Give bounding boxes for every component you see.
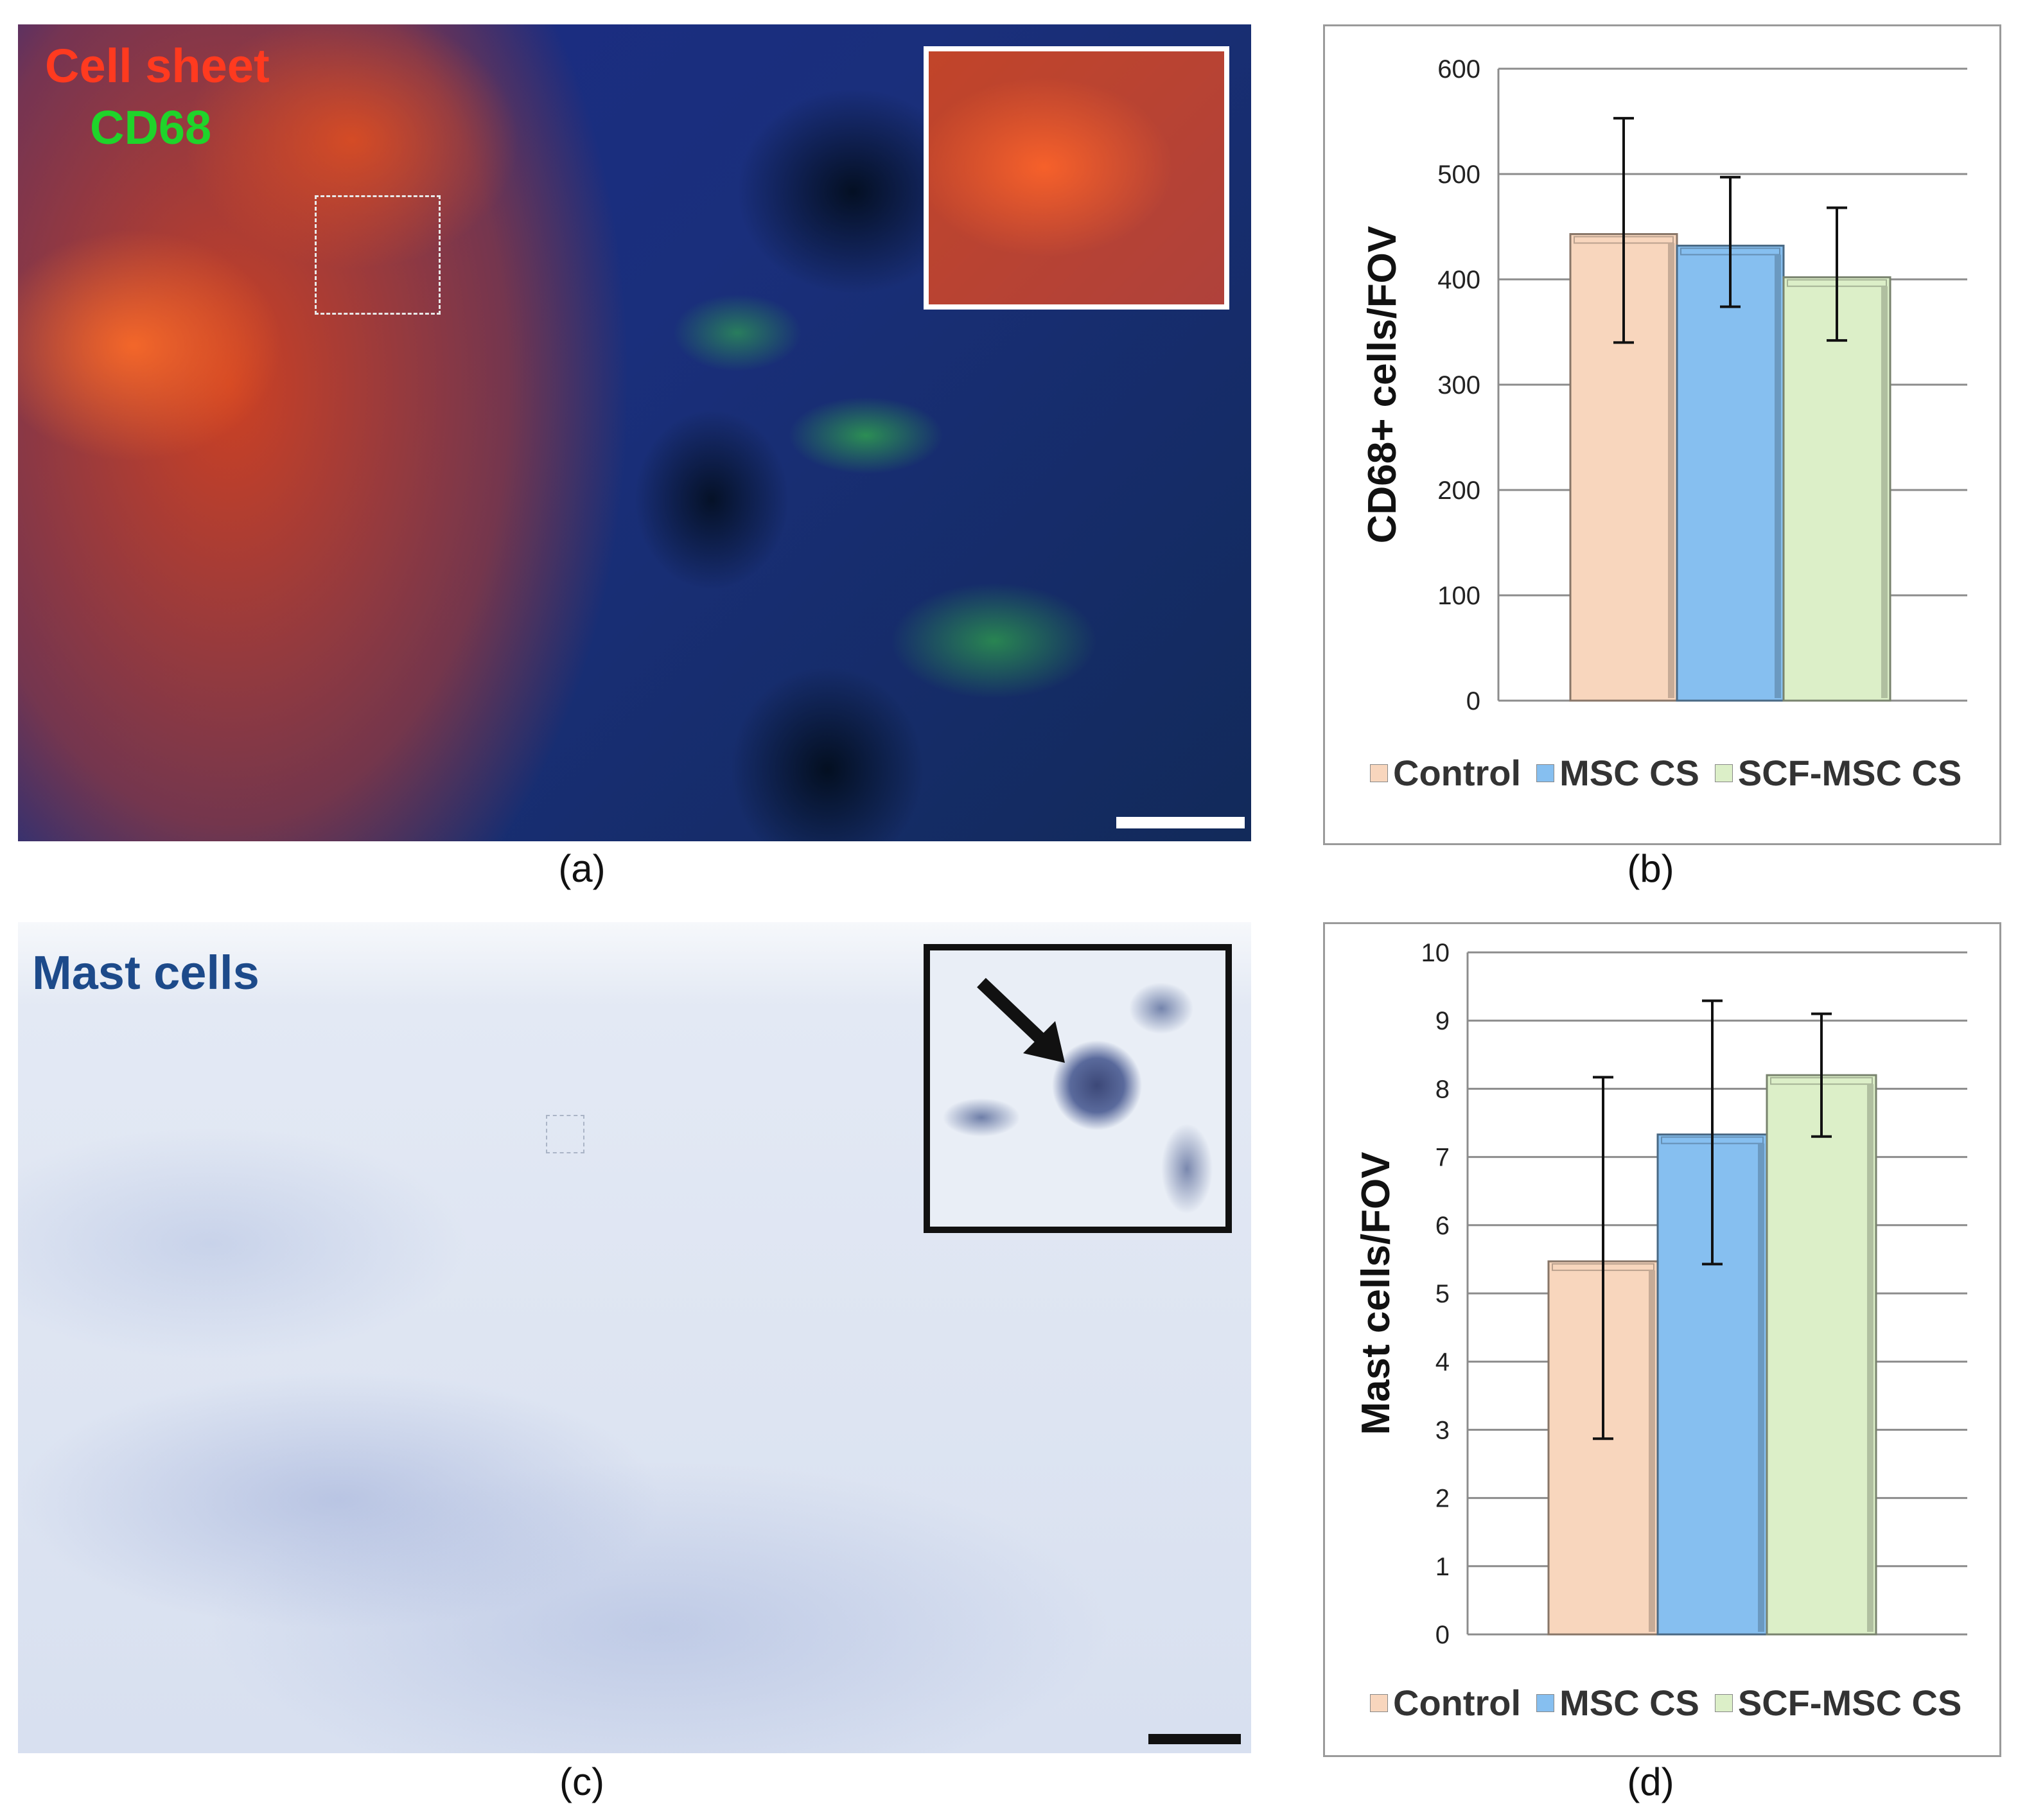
legend-item: Control [1370,752,1521,794]
bar [1676,245,1785,702]
y-tick-label: 2 [1435,1485,1450,1513]
caption-a: (a) [558,847,606,890]
bar [1569,232,1678,702]
bar-shade [1867,1084,1873,1632]
arrow-icon [977,977,1065,1063]
caption-b: (b) [1627,847,1674,890]
y-tick-label: 10 [1421,939,1450,967]
y-tick-label: 9 [1435,1007,1450,1035]
y-tick-label: 200 [1437,477,1480,505]
legend-d: Control MSC CS SCF-MSC CS [1370,1682,1977,1724]
y-axis-label: CD68+ cells/FOV [1360,226,1405,544]
caption-d: (d) [1627,1760,1674,1803]
y-tick-label: 6 [1435,1212,1450,1240]
legend-swatch [1714,1693,1733,1712]
y-tick-label: 4 [1435,1348,1450,1376]
legend-swatch [1536,764,1555,782]
legend-label: Control [1393,1683,1522,1723]
zoom-region-box [315,195,441,315]
y-tick-label: 1 [1435,1553,1450,1581]
y-tick-label: 600 [1437,55,1480,83]
scale-bar-c [1148,1734,1241,1744]
legend-swatch [1370,1693,1388,1712]
legend-item: MSC CS [1536,1682,1699,1724]
y-tick-label: 400 [1437,266,1480,294]
label-cell-sheet: Cell sheet [45,39,270,92]
y-tick-label: 100 [1437,582,1480,610]
y-tick-label: 3 [1435,1416,1450,1444]
legend-label: MSC CS [1559,753,1699,793]
legend-item: SCF-MSC CS [1714,752,1962,794]
bar-shade [1649,1270,1655,1632]
y-tick-label: 500 [1437,161,1480,189]
zoom-region-box [546,1115,584,1153]
chart-d-plot: 0 1 2 3 4 5 6 7 8 9 10 Mast cells/FOV [1354,939,1967,1649]
label-mast-cells: Mast cells [32,946,259,999]
y-axis-label: Mast cells/FOV [1354,1151,1398,1435]
y-tick-label: 8 [1435,1075,1450,1103]
y-tick-label: 300 [1437,371,1480,399]
legend-label: Control [1393,753,1522,793]
legend-label: SCF-MSC CS [1737,753,1962,793]
legend-label: SCF-MSC CS [1737,1683,1962,1723]
micrograph-a: Cell sheet CD68 [18,24,1251,841]
inset-image-a [924,46,1229,310]
y-tick-label: 7 [1435,1144,1450,1172]
bar-shade [1758,1143,1764,1632]
label-cd68: CD68 [90,101,212,154]
chart-b: 0 100 200 300 400 500 600 CD68+ cells/FOV Contr… [1323,24,2001,845]
legend-item: SCF-MSC CS [1714,1682,1962,1724]
legend-label: MSC CS [1559,1683,1699,1723]
bar-shade [1881,286,1888,699]
inset-image-c [924,944,1232,1233]
y-tick-label: 0 [1435,1621,1450,1649]
legend-b: Control MSC CS SCF-MSC CS [1370,752,1977,794]
scale-bar-a [1116,817,1245,828]
legend-swatch [1714,764,1733,782]
caption-c: (c) [559,1760,604,1803]
bar [1782,276,1891,702]
legend-swatch [1370,764,1388,782]
y-tick-label: 0 [1466,687,1480,715]
legend-swatch [1536,1693,1555,1712]
chart-b-plot: 0 100 200 300 400 500 600 CD68+ cells/FOV [1360,55,1967,715]
legend-item: MSC CS [1536,752,1699,794]
bar-shade [1668,243,1674,699]
bar-shade [1775,254,1781,698]
micrograph-c: Mast cells [18,922,1251,1753]
chart-d: 0 1 2 3 4 5 6 7 8 9 10 Mast cells/FOV Control MSC CS… [1323,922,2001,1757]
bar [1766,1074,1877,1636]
legend-item: Control [1370,1682,1521,1724]
y-tick-label: 5 [1435,1280,1450,1308]
